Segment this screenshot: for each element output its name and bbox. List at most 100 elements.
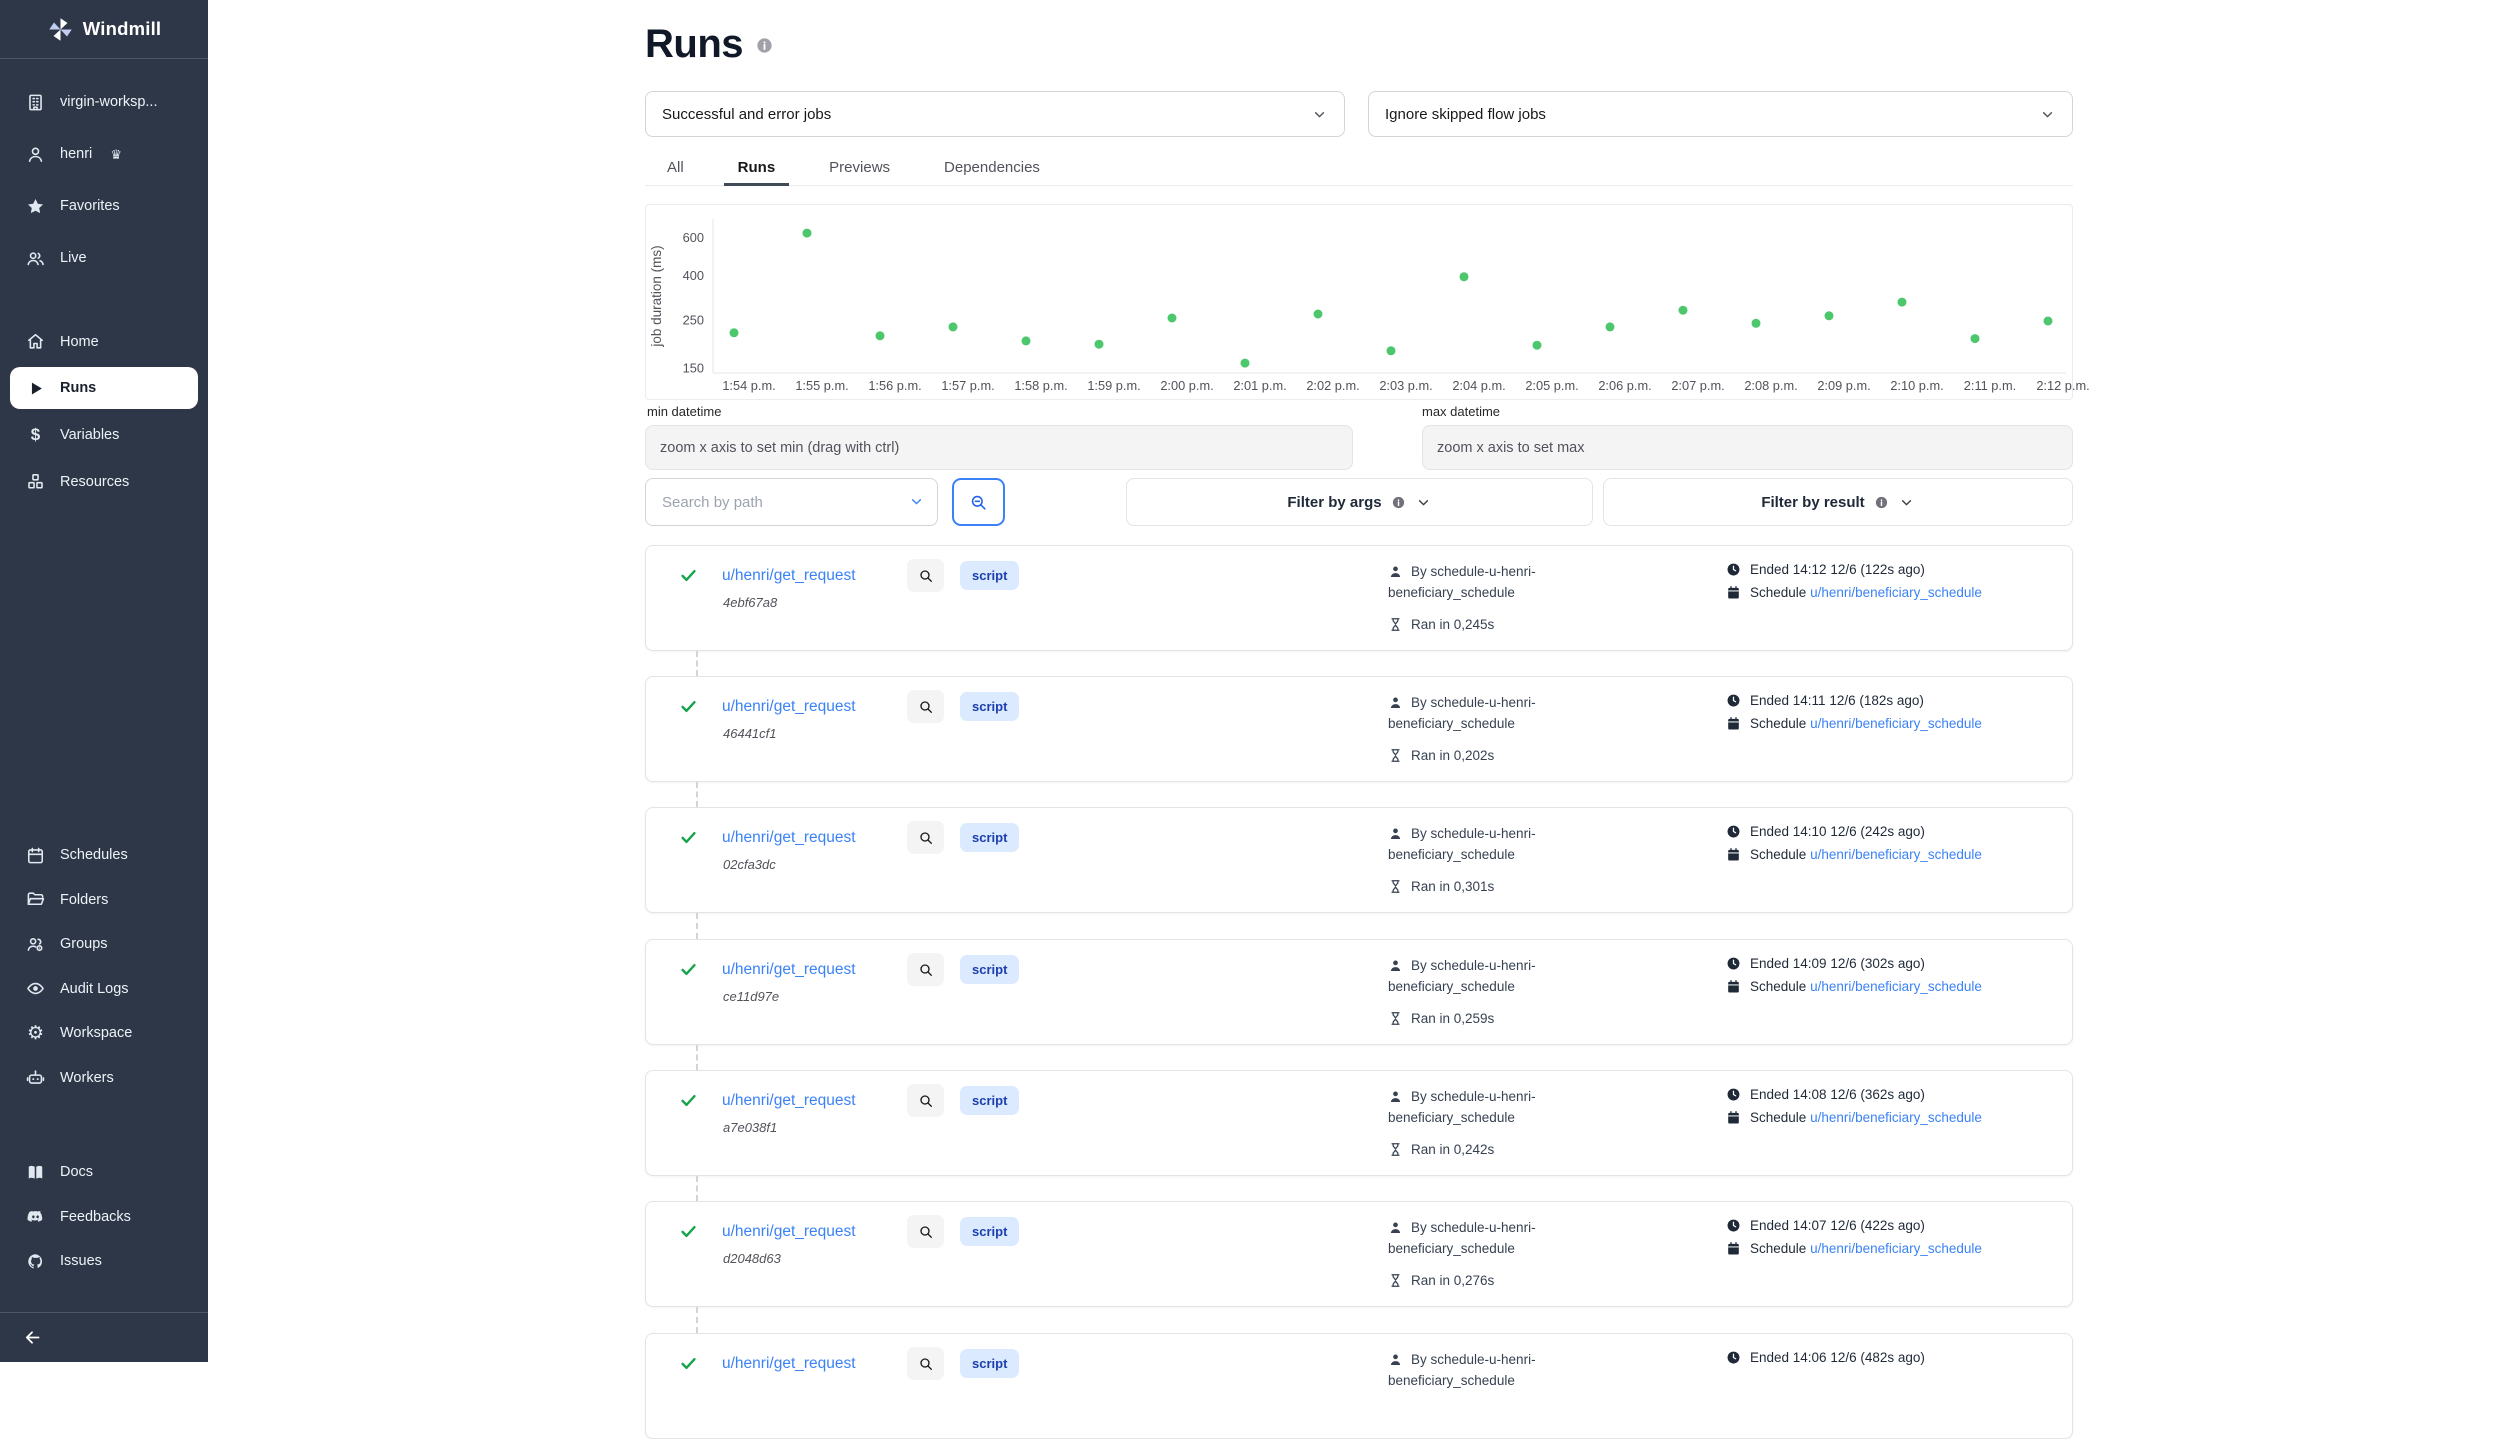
sidebar-item-label: Live bbox=[60, 250, 87, 266]
sidebar-item-label: Folders bbox=[60, 892, 108, 908]
run-path-link[interactable]: u/henri/get_request bbox=[722, 1223, 856, 1241]
sidebar-item-folders[interactable]: Folders bbox=[0, 878, 208, 923]
run-path-link[interactable]: u/henri/get_request bbox=[722, 829, 856, 847]
run-kind-badge: script bbox=[960, 1349, 1019, 1378]
sidebar-item-variables[interactable]: $Variables bbox=[0, 411, 208, 458]
min-datetime-input[interactable] bbox=[645, 425, 1353, 470]
run-time-info: Ended 14:08 12/6 (362s ago) Schedule u/h… bbox=[1726, 1087, 1982, 1133]
run-kind-badge: script bbox=[960, 1217, 1019, 1246]
run-path-link[interactable]: u/henri/get_request bbox=[722, 1092, 856, 1110]
run-card[interactable]: u/henri/get_request script d2048d63 By s… bbox=[645, 1201, 2073, 1307]
search-button[interactable] bbox=[952, 478, 1005, 526]
sidebar-item-groups[interactable]: Groups bbox=[0, 922, 208, 967]
chart-point bbox=[1168, 314, 1177, 323]
run-path-link[interactable]: u/henri/get_request bbox=[722, 961, 856, 979]
sidebar-item-favorites[interactable]: Favorites bbox=[0, 180, 208, 232]
sidebar: Windmill virgin-worksp...henri♛Favorites… bbox=[0, 0, 208, 1362]
job-duration-chart[interactable]: job duration (ms)1502504006001:54 p.m.1:… bbox=[645, 204, 2073, 400]
run-inspect-button[interactable] bbox=[907, 1215, 944, 1248]
x-tick-label: 2:00 p.m. bbox=[1160, 378, 1213, 393]
schedule-path-link[interactable]: u/henri/beneficiary_schedule bbox=[1810, 1241, 1982, 1256]
sidebar-item-virgin-worksp[interactable]: virgin-worksp... bbox=[0, 76, 208, 128]
tab-all[interactable]: All bbox=[653, 149, 698, 185]
clock-icon bbox=[1726, 1350, 1741, 1365]
sidebar-item-runs[interactable]: Runs bbox=[10, 367, 198, 409]
calendar-icon bbox=[1726, 716, 1741, 731]
calendar-icon bbox=[1726, 1241, 1741, 1256]
run-inspect-button[interactable] bbox=[907, 690, 944, 723]
sidebar-item-schedules[interactable]: Schedules bbox=[0, 833, 208, 878]
schedule-path-link[interactable]: u/henri/beneficiary_schedule bbox=[1810, 979, 1982, 994]
x-tick-label: 1:59 p.m. bbox=[1087, 378, 1140, 393]
sidebar-item-live[interactable]: Live bbox=[0, 232, 208, 284]
schedule-path-link[interactable]: u/henri/beneficiary_schedule bbox=[1810, 716, 1982, 731]
sidebar-item-resources[interactable]: Resources bbox=[0, 458, 208, 505]
run-path-link[interactable]: u/henri/get_request bbox=[722, 1355, 856, 1373]
run-time-info: Ended 14:09 12/6 (302s ago) Schedule u/h… bbox=[1726, 956, 1982, 1002]
x-tick-label: 2:08 p.m. bbox=[1744, 378, 1797, 393]
x-tick-label: 1:55 p.m. bbox=[795, 378, 848, 393]
timeline-connector bbox=[696, 1307, 698, 1333]
run-inspect-button[interactable] bbox=[907, 1084, 944, 1117]
sidebar-item-label: henri bbox=[60, 146, 92, 162]
filter-by-args-button[interactable]: Filter by args bbox=[1126, 478, 1593, 526]
run-path-link[interactable]: u/henri/get_request bbox=[722, 567, 856, 585]
run-card[interactable]: u/henri/get_request script ce11d97e By s… bbox=[645, 939, 2073, 1045]
run-inspect-button[interactable] bbox=[907, 821, 944, 854]
run-inspect-button[interactable] bbox=[907, 1347, 944, 1380]
chart-point bbox=[1898, 298, 1907, 307]
hourglass-icon bbox=[1388, 1011, 1403, 1026]
y-axis-label: job duration (ms) bbox=[649, 245, 664, 347]
x-tick-label: 1:57 p.m. bbox=[941, 378, 994, 393]
info-icon[interactable] bbox=[755, 36, 774, 55]
hourglass-icon bbox=[1388, 879, 1403, 894]
run-path-link[interactable]: u/henri/get_request bbox=[722, 698, 856, 716]
sidebar-item-issues[interactable]: Issues bbox=[0, 1239, 208, 1284]
tab-dependencies[interactable]: Dependencies bbox=[930, 149, 1054, 185]
tab-runs[interactable]: Runs bbox=[724, 149, 790, 185]
x-tick-label: 1:56 p.m. bbox=[868, 378, 921, 393]
schedule-path-link[interactable]: u/henri/beneficiary_schedule bbox=[1810, 847, 1982, 862]
search-by-path-input[interactable] bbox=[645, 478, 938, 526]
sidebar-item-henri[interactable]: henri♛ bbox=[0, 128, 208, 180]
chart-point bbox=[1314, 310, 1323, 319]
x-tick-label: 1:54 p.m. bbox=[722, 378, 775, 393]
magnifier-icon bbox=[918, 1093, 934, 1109]
sidebar-item-workers[interactable]: Workers bbox=[0, 1056, 208, 1101]
max-datetime-input[interactable] bbox=[1422, 425, 2073, 470]
sidebar-item-audit-logs[interactable]: Audit Logs bbox=[0, 967, 208, 1012]
chart-point bbox=[1606, 322, 1615, 331]
run-schedule: Schedule u/henri/beneficiary_schedule bbox=[1726, 1110, 1982, 1125]
schedule-path-link[interactable]: u/henri/beneficiary_schedule bbox=[1810, 585, 1982, 600]
sidebar-item-docs[interactable]: Docs bbox=[0, 1150, 208, 1195]
chart-point bbox=[1095, 340, 1104, 349]
person-icon bbox=[1388, 695, 1403, 710]
clock-icon bbox=[1726, 956, 1741, 971]
brand[interactable]: Windmill bbox=[0, 0, 208, 58]
run-trigger-info: By schedule-u-henri-beneficiary_schedule… bbox=[1388, 1217, 1634, 1291]
magnifier-icon bbox=[969, 493, 988, 512]
run-card[interactable]: u/henri/get_request script a7e038f1 By s… bbox=[645, 1070, 2073, 1176]
chevron-down-icon bbox=[1311, 106, 1328, 123]
run-card[interactable]: u/henri/get_request script 46441cf1 By s… bbox=[645, 676, 2073, 782]
clock-icon bbox=[1726, 824, 1741, 839]
sidebar-item-home[interactable]: Home bbox=[0, 318, 208, 365]
skipped-flows-select[interactable]: Ignore skipped flow jobs bbox=[1368, 91, 2073, 137]
run-inspect-button[interactable] bbox=[907, 953, 944, 986]
run-card[interactable]: u/henri/get_request script 4ebf67a8 By s… bbox=[645, 545, 2073, 651]
run-card[interactable]: u/henri/get_request script 02cfa3dc By s… bbox=[645, 807, 2073, 913]
schedule-path-link[interactable]: u/henri/beneficiary_schedule bbox=[1810, 1110, 1982, 1125]
run-ended: Ended 14:10 12/6 (242s ago) bbox=[1726, 824, 1982, 839]
tab-previews[interactable]: Previews bbox=[815, 149, 904, 185]
job-kind-select[interactable]: Successful and error jobs bbox=[645, 91, 1345, 137]
sidebar-item-feedbacks[interactable]: Feedbacks bbox=[0, 1195, 208, 1240]
sidebar-item-label: Docs bbox=[60, 1164, 93, 1180]
filter-by-result-button[interactable]: Filter by result bbox=[1603, 478, 2073, 526]
search-by-path-select[interactable] bbox=[645, 478, 938, 526]
run-hash: 02cfa3dc bbox=[723, 857, 776, 872]
sidebar-collapse-button[interactable] bbox=[0, 1312, 208, 1362]
x-tick-label: 2:11 p.m. bbox=[1964, 378, 2016, 393]
run-inspect-button[interactable] bbox=[907, 559, 944, 592]
run-card[interactable]: u/henri/get_request script By schedule-u… bbox=[645, 1333, 2073, 1439]
sidebar-item-workspace[interactable]: ⚙Workspace bbox=[0, 1011, 208, 1056]
